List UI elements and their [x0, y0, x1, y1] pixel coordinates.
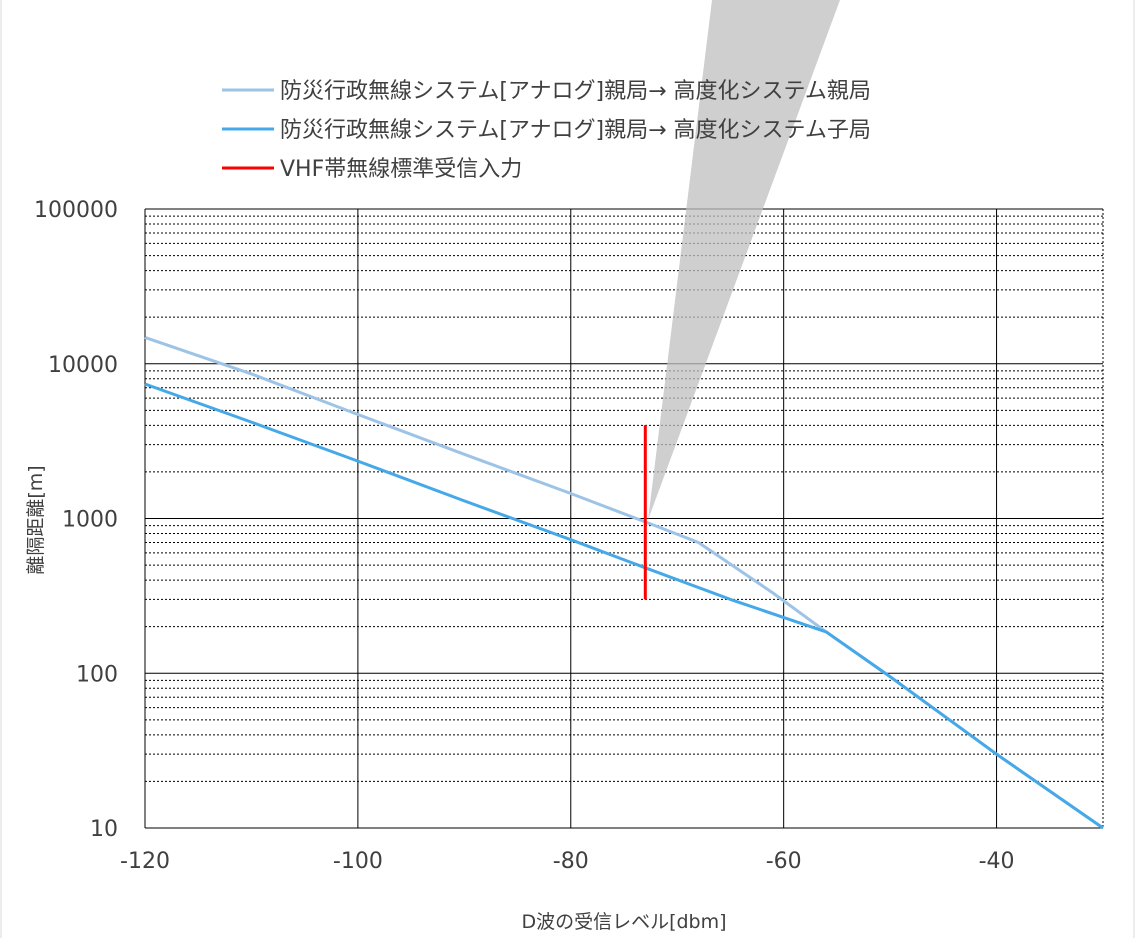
series-layer	[144, 335, 1104, 830]
tick-layer: -120 -100 -80 -60 -40 10 100 1000 10000 100000	[34, 198, 1015, 874]
x-tick-label: -80	[553, 849, 589, 874]
x-tick-label: -100	[333, 849, 383, 874]
x-tick-label: -120	[120, 849, 170, 874]
gray-pointer-annotation	[648, 0, 840, 520]
y-tick-label: 100000	[34, 198, 118, 223]
series-line-2	[144, 382, 1104, 830]
y-tick-label: 1000	[62, 508, 118, 533]
y-tick-label: 10000	[48, 353, 118, 378]
y-tick-label: 100	[76, 662, 118, 687]
legend-label: 防災行政無線システム[アナログ]親局→ 高度化システム子局	[280, 118, 871, 143]
legend-label: VHF帯無線標準受信入力	[280, 157, 522, 182]
x-tick-label: -60	[766, 849, 802, 874]
y-axis-title: 離隔距離[m]	[25, 465, 47, 574]
legend: 防災行政無線システム[アナログ]親局→ 高度化システム親局防災行政無線システム[…	[222, 79, 871, 182]
series-line-1	[144, 335, 1104, 830]
x-axis-title: D波の受信レベル[dbm]	[521, 911, 726, 933]
legend-label: 防災行政無線システム[アナログ]親局→ 高度化システム親局	[280, 79, 871, 104]
y-tick-label: 10	[90, 817, 118, 842]
grid-layer	[144, 208, 1104, 829]
x-tick-label: -40	[979, 849, 1015, 874]
